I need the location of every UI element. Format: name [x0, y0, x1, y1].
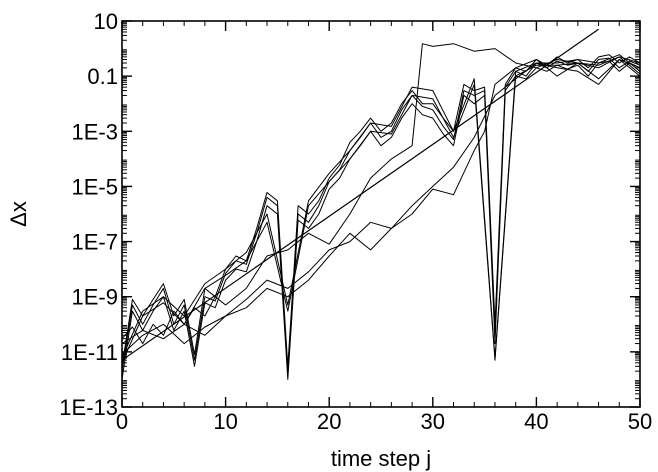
y-tick-label: 1E-3	[72, 119, 118, 144]
y-tick-label: 1E-11	[61, 340, 118, 365]
trend-line	[121, 28, 599, 361]
x-tick-label: 50	[628, 409, 652, 434]
series-line-1	[121, 54, 641, 367]
y-tick-label: 1E-5	[72, 174, 118, 199]
series-line-8	[121, 59, 641, 345]
y-tick-label: 1E-13	[59, 395, 118, 420]
y-tick-label: 1E-7	[72, 230, 118, 255]
y-tick-label: 0.1	[87, 64, 118, 89]
y-minor-ticks	[122, 21, 640, 400]
plot-frame	[121, 20, 641, 408]
y-tick-label: 10	[94, 9, 118, 34]
series-line-7	[121, 59, 641, 355]
x-ticks: 0 10 20 30 40 50	[116, 21, 652, 434]
x-tick-label: 0	[116, 409, 128, 434]
y-axis-label: Δx	[6, 201, 31, 227]
x-tick-label: 10	[213, 409, 237, 434]
y-ticks: 1E-13 1E-11 1E-9 1E-7 1E-5 1E-3 0.1 10	[59, 9, 640, 420]
x-tick-label: 20	[317, 409, 341, 434]
x-tick-label: 30	[421, 409, 445, 434]
y-tick-label: 1E-9	[72, 285, 118, 310]
x-tick-label: 40	[524, 409, 548, 434]
series-line-4	[121, 54, 641, 359]
x-axis-label: time step j	[331, 446, 431, 471]
plot-lines	[121, 43, 641, 380]
series-line-5	[121, 56, 641, 364]
series-line-6	[121, 43, 641, 345]
